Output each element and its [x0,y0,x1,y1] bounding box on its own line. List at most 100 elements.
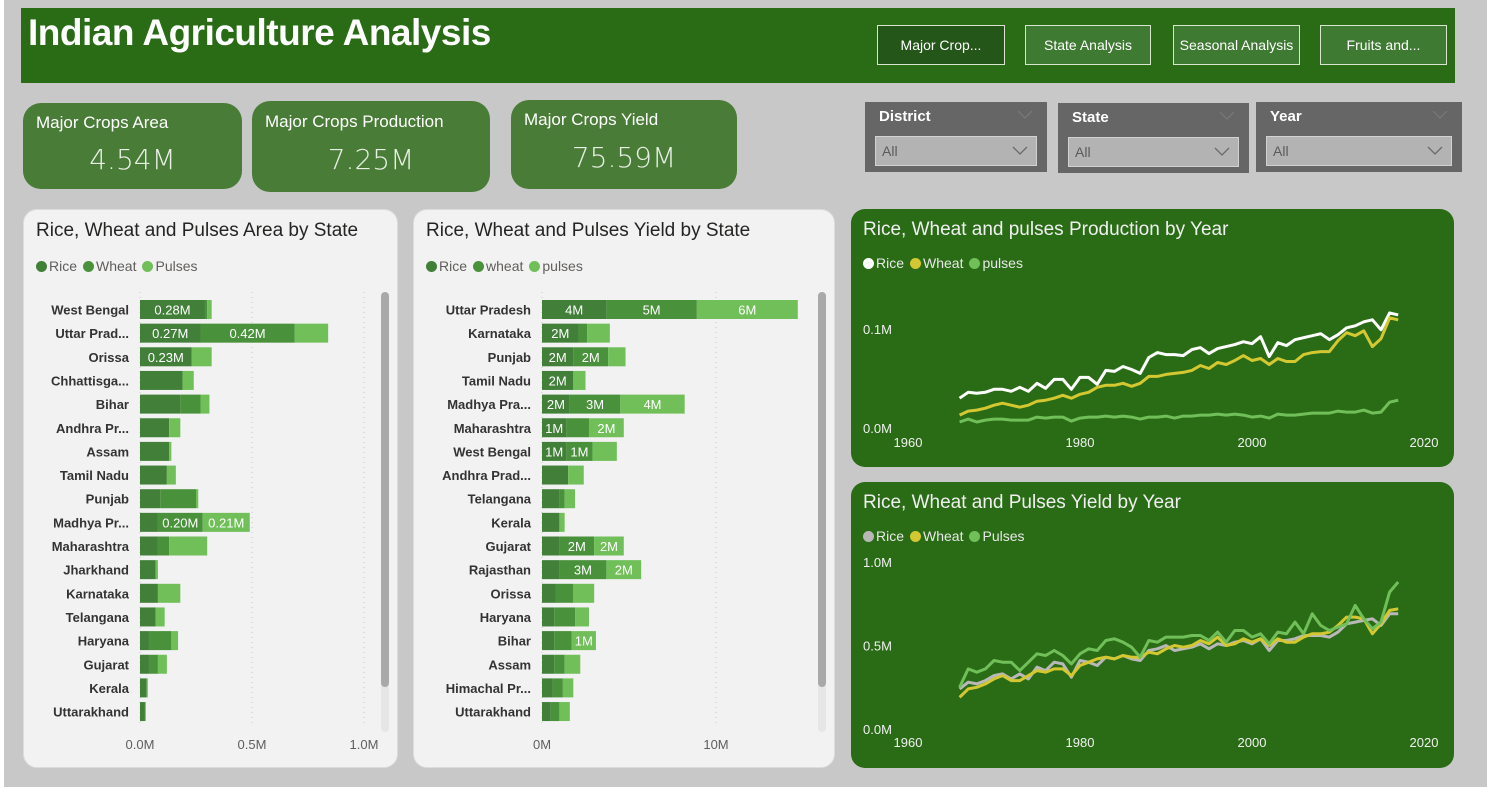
legend-dot-icon [969,257,981,269]
x-tick-label: 1980 [1066,435,1095,450]
year-dropdown[interactable]: All [1266,136,1452,166]
category-label: Kerala [491,515,532,530]
x-tick-label: 1960 [894,735,923,750]
series-line-wheat [958,607,1399,699]
legend-item-wheat[interactable]: Wheat [910,528,963,544]
bar-segment-pulses [294,323,329,343]
nav-button-fruits[interactable]: Fruits and... [1320,25,1447,65]
state-dropdown[interactable]: All [1068,137,1239,167]
scrollbar-track[interactable] [818,292,826,732]
dropdown-value: All [1273,143,1289,159]
scrollbar-track[interactable] [381,292,389,732]
bar-segment-wheat [569,394,621,414]
chart-title: Rice, Wheat and Pulses Area by State [36,220,359,241]
dropdown-value: All [882,143,898,159]
bar-segment-wheat [566,441,593,461]
bar-segment-pulses [564,489,576,509]
bar-segment-pulses [155,560,158,580]
category-label: Himachal Pr... [446,681,531,696]
bar-segment-pulses [169,418,181,438]
category-label: Gujarat [485,539,531,554]
area-by-state-chart: Rice, Wheat and Pulses Area by State Ric… [23,209,398,768]
data-label: 0.21M [208,515,244,530]
x-tick-label: 2000 [1238,435,1267,450]
nav-button-major-crops[interactable]: Major Crop... [877,25,1005,65]
legend-item-rice[interactable]: Rice [863,255,904,271]
slicer-year: Year All [1256,102,1462,172]
chart-title: Rice, Wheat and pulses Production by Yea… [863,219,1229,240]
bar-segment-pulses [157,654,167,674]
bar-segment-wheat [578,323,588,343]
bar-segment-wheat [606,300,697,319]
legend-item-pulses[interactable]: Pulses [969,528,1025,544]
bar-segment-rice [140,702,145,722]
bar-segment-wheat [573,347,609,367]
chart-legend: Rice Wheat Pulses [36,258,198,274]
chevron-down-icon[interactable] [1219,111,1235,121]
chevron-down-icon[interactable] [1017,110,1033,120]
bar-segment-pulses [575,607,589,627]
legend-dot-icon [426,260,437,272]
yield-by-state-chart: Rice, Wheat and Pulses Yield by State Ri… [413,209,835,768]
category-label: Punjab [86,492,129,507]
legend-dot-icon [83,260,95,272]
yield-line-plot: 1960 1980 2000 2020 0.0M 0.5M 1.0M [863,555,1438,750]
category-label: Uttar Pradesh [446,303,531,318]
legend-item-rice[interactable]: Rice [426,258,467,274]
bar-segment-rice [542,489,560,509]
chevron-down-icon[interactable] [1432,110,1448,120]
kpi-value: 4.54M [89,143,176,176]
bar-segment-rice [140,583,158,603]
bar-segment-rice [542,702,551,722]
bar-segment-pulses [573,370,586,390]
legend-item-wheat[interactable]: Wheat [83,258,136,274]
nav-button-seasonal-analysis[interactable]: Seasonal Analysis [1173,25,1300,65]
legend-item-wheat[interactable]: wheat [473,258,523,274]
bar-segment-pulses [191,347,212,367]
legend-item-rice[interactable]: Rice [36,258,77,274]
nav-button-state-analysis[interactable]: State Analysis [1025,25,1151,65]
legend-item-pulses[interactable]: Pulses [142,258,198,274]
legend-item-pulses[interactable]: pulses [969,255,1023,271]
data-label: 5M [643,303,661,318]
bar-segment-pulses [564,654,581,674]
category-label: Orissa [89,350,130,365]
x-tick-label: 10M [703,737,728,752]
legend-dot-icon [142,260,154,272]
legend-dot-icon [36,260,47,272]
data-label: 2M [582,350,600,365]
legend-label: Pulses [155,258,198,274]
kpi-label: Major Crops Area [36,113,169,132]
scrollbar-thumb[interactable] [381,292,389,687]
bar-segment-rice [542,512,560,532]
bar-segment-rice [140,418,170,438]
data-label: 2M [600,539,618,554]
chevron-down-icon [1427,146,1443,155]
chart-title: Rice, Wheat and Pulses Yield by State [426,220,751,241]
legend-label: Rice [876,255,905,271]
legend-label: Rice [876,528,905,544]
data-label: 3M [574,563,592,578]
bar-segment-pulses [587,323,610,343]
category-label: Madhya Pr... [53,515,129,530]
bar-segment-wheat [555,583,574,603]
bar-segment-rice [542,560,560,580]
scrollbar-thumb[interactable] [818,292,826,687]
y-tick-label: 0.1M [863,322,892,337]
bar-segment-rice [542,418,567,438]
legend-item-rice[interactable]: Rice [863,528,904,544]
bar-segment-pulses [169,536,208,556]
header-banner: Indian Agriculture Analysis Major Crop..… [21,8,1455,83]
y-tick-label: 0.5M [863,639,892,654]
data-label: 0.20M [162,515,198,530]
category-label: Maharashtra [454,421,532,436]
data-label: 2M [547,397,565,412]
legend-item-wheat[interactable]: Wheat [910,255,963,271]
bar-segment-wheat [148,631,172,651]
bar-segment-pulses [166,465,176,485]
data-label: 2M [549,373,567,388]
bar-segment-rice [542,441,567,461]
legend-item-pulses[interactable]: pulses [529,258,583,274]
x-tick-label: 1980 [1066,735,1095,750]
district-dropdown[interactable]: All [875,136,1037,166]
